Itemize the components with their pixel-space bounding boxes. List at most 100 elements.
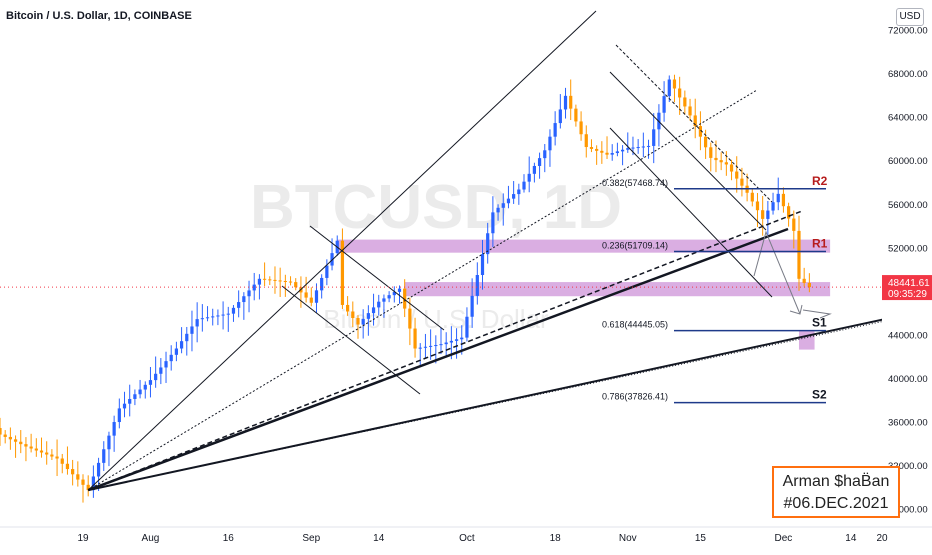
channel-line-lower-a: [281, 285, 421, 395]
channel-line-upper-a: [309, 225, 445, 331]
candle-body: [242, 296, 246, 303]
candle: [226, 306, 230, 332]
candle-body: [662, 96, 666, 113]
y-tick-label: 36000.00: [888, 418, 928, 429]
candle-body: [491, 212, 495, 234]
candle-body: [781, 193, 786, 207]
y-tick-label: 68000.00: [888, 69, 928, 80]
projection-arrow-head: [789, 304, 803, 315]
candle-body: [221, 314, 225, 316]
candle-body: [19, 441, 23, 445]
candle: [563, 87, 568, 119]
candle-body: [34, 448, 38, 451]
candle-body: [512, 194, 516, 199]
y-tick-label: 32000.00: [888, 461, 928, 472]
candle: [91, 465, 95, 498]
x-tick-label: 14: [845, 533, 857, 544]
candle-body: [128, 398, 132, 404]
candle-body: [81, 479, 85, 485]
candle-body: [195, 319, 199, 327]
candle: [792, 210, 796, 249]
candle-body: [506, 198, 511, 204]
candle-body: [190, 326, 194, 334]
candle: [662, 81, 666, 122]
candle-body: [605, 152, 609, 155]
candle: [797, 215, 801, 291]
candle-body: [719, 160, 723, 163]
candle: [532, 162, 536, 183]
candle: [423, 333, 428, 358]
candle: [403, 279, 407, 318]
candle-body: [429, 345, 433, 347]
candle-body: [107, 435, 111, 450]
candle: [262, 262, 267, 287]
candle-body: [71, 469, 75, 475]
candle: [60, 453, 64, 474]
y-tick-label: 60000.00: [888, 156, 928, 167]
candle: [600, 141, 604, 164]
candle-body: [226, 313, 230, 315]
candle-body: [24, 444, 28, 447]
candle: [50, 449, 54, 461]
candle: [434, 335, 438, 364]
candle: [465, 307, 469, 342]
candle: [371, 293, 376, 326]
candle-body: [346, 304, 350, 312]
candle-body: [688, 106, 692, 116]
candle: [678, 76, 682, 115]
candle: [237, 290, 241, 318]
candle: [615, 142, 620, 157]
fib-label-r2: 0.382(57468.74): [602, 178, 668, 188]
candle-body: [8, 436, 12, 440]
candle-body: [143, 384, 147, 390]
candle-body: [288, 281, 293, 283]
candle-body: [366, 313, 370, 319]
candle: [55, 439, 59, 477]
candle: [19, 430, 23, 454]
candle-body: [646, 145, 651, 147]
candle-body: [776, 193, 780, 203]
candle: [200, 304, 204, 332]
candle-body: [615, 151, 620, 154]
candle: [0, 417, 2, 446]
candle-body: [117, 408, 121, 423]
candle: [771, 192, 775, 215]
candle: [584, 125, 588, 158]
candle-body: [45, 452, 49, 455]
candle-body: [268, 279, 272, 281]
candle: [496, 204, 500, 221]
candle: [636, 139, 640, 154]
candle: [413, 317, 417, 358]
publish-date: #06.DEC.2021: [783, 495, 889, 512]
candle-body: [558, 109, 562, 124]
candle-body: [527, 173, 531, 182]
candle: [346, 296, 350, 316]
candle: [667, 75, 671, 103]
author-name: Arman $haB̈an: [782, 473, 890, 490]
candle-body: [444, 342, 448, 345]
candle-body: [112, 422, 116, 436]
x-tick-label: 16: [223, 533, 235, 544]
candle-body: [169, 354, 173, 362]
candle: [288, 276, 293, 286]
currency-button[interactable]: USD: [896, 8, 924, 26]
candle: [652, 113, 656, 164]
candle-body: [667, 79, 671, 97]
candle-body: [735, 171, 739, 179]
candle-body: [563, 95, 568, 110]
candle: [595, 145, 599, 165]
candle: [512, 181, 516, 204]
candle-body: [595, 148, 599, 151]
candle: [491, 196, 495, 247]
candle: [377, 294, 381, 316]
candle: [128, 384, 132, 417]
candle-body: [553, 123, 557, 137]
level-name-r1: R1: [812, 236, 828, 250]
y-tick-label: 40000.00: [888, 374, 928, 385]
candle-body: [371, 307, 376, 314]
candle: [418, 343, 422, 365]
candle-body: [257, 278, 262, 285]
candle-body: [626, 148, 630, 150]
candle: [527, 156, 531, 193]
candle: [735, 156, 739, 193]
